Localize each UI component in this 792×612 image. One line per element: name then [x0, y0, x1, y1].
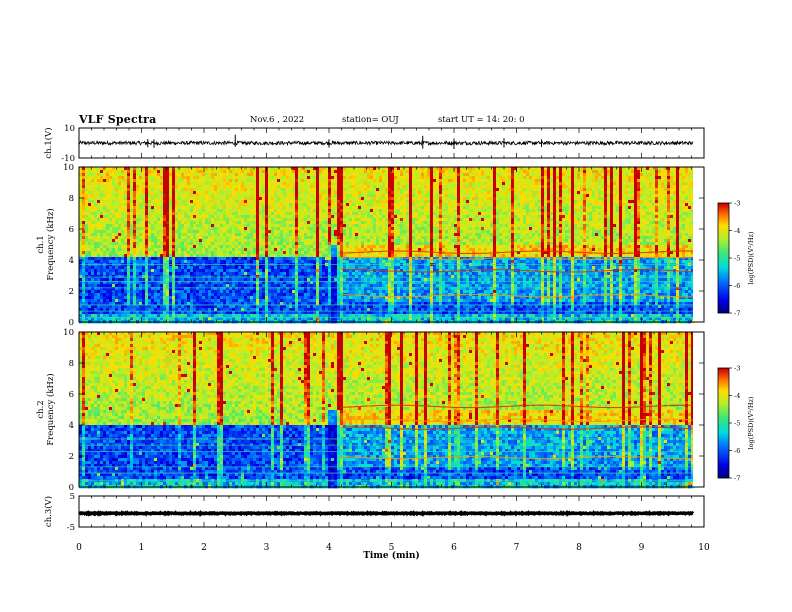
emission-line	[341, 426, 693, 430]
ch1-waveform-panel: 10 -10 ch.1(V)	[43, 124, 705, 164]
x-tick-label: 3	[264, 543, 270, 553]
x-tick-label: 1	[139, 543, 145, 553]
colorbar-p2: -3 -4 -5 -6 -7 log(PSD)(V²/Hz)	[717, 200, 755, 318]
emission-line	[341, 269, 693, 273]
y-tick-label: 2	[69, 452, 74, 462]
y-tick-label: 4	[69, 256, 74, 266]
y-tick-label: 6	[69, 225, 74, 235]
x-axis-label: Time (min)	[363, 550, 420, 561]
channel-label: ch.1	[36, 235, 46, 253]
y-tick-label: 8	[69, 194, 74, 204]
y-axis-label: Frequency (kHz)	[45, 208, 56, 280]
y-tick-label: 8	[69, 359, 74, 369]
colorbar-tick-label: -5	[734, 420, 740, 428]
emission-line	[341, 404, 693, 409]
panel-frame	[78, 331, 705, 488]
x-tick-label: 0	[76, 543, 82, 553]
x-tick-label: 10	[698, 543, 710, 553]
x-tick-label: 9	[639, 543, 645, 553]
panel-frame	[78, 166, 705, 323]
time-axis: 0 1 2 3 4 5 6 7 8 9 10 Time (min)	[76, 543, 710, 561]
no-data-region	[693, 332, 704, 487]
spectrogram-cells	[79, 332, 695, 489]
y-axis-label: ch.1(V)	[43, 127, 54, 158]
colorbar-label: log(PSD)(V²/Hz)	[747, 231, 755, 284]
y-tick-label: -5	[67, 523, 75, 533]
x-tick-label: 5	[389, 543, 395, 553]
start-ut-label: start UT = 14: 20: 0	[438, 115, 525, 125]
emission-line	[341, 418, 693, 423]
y-tick-label: 5	[70, 492, 75, 502]
colorbar-tick-label: -6	[734, 447, 740, 455]
colorbar-label: log(PSD)(V²/Hz)	[747, 396, 755, 449]
colorbars: -3 -4 -5 -6 -7 log(PSD)(V²/Hz) -3 -4 -5 -6 -7 log(P…	[717, 200, 755, 483]
y-tick-label: 10	[63, 328, 74, 338]
date-label: Nov.6 , 2022	[250, 115, 304, 125]
colorbar-tick-label: -7	[734, 310, 740, 318]
y-tick-label: -10	[61, 154, 75, 164]
panel-frame	[78, 495, 705, 528]
colorbar-p3: -3 -4 -5 -6 -7 log(PSD)(V²/Hz)	[717, 365, 755, 483]
colorbar-tick-label: -7	[734, 475, 740, 483]
colorbar-tick-label: -6	[734, 282, 740, 290]
ch2-spectrogram-panel: 0 2 4 6 8 10 Frequency (kHz)ch.2	[36, 328, 705, 493]
ch3-waveform-panel: 5 -5 ch.3(V)	[43, 492, 705, 533]
y-tick-label: 4	[69, 421, 74, 431]
x-tick-label: 7	[514, 543, 520, 553]
spectrogram-cells	[79, 167, 695, 324]
y-axis-label: Frequency (kHz)	[45, 373, 56, 445]
panel-frame	[78, 127, 705, 159]
emission-line	[341, 256, 693, 261]
colorbar-tick-label: -5	[734, 255, 740, 263]
emission-line	[341, 455, 693, 460]
y-tick-label: 0	[69, 483, 74, 493]
chart-title: VLF Spectra	[79, 113, 156, 126]
colorbar-tick-label: -3	[734, 365, 740, 373]
x-tick-label: 8	[576, 543, 582, 553]
y-tick-label: 10	[64, 124, 75, 134]
emission-line	[341, 250, 693, 254]
colorbar-tick-label: -4	[734, 227, 740, 235]
x-tick-label: 4	[326, 543, 332, 553]
y-axis-label: ch.3(V)	[43, 496, 54, 527]
station-label: station= OUJ	[342, 115, 399, 125]
y-tick-label: 10	[63, 163, 74, 173]
colorbar-tick-label: -4	[734, 392, 740, 400]
ch1-spectrogram-panel: 0 2 4 6 8 10 Frequency (kHz)ch.1	[36, 163, 705, 328]
emission-line	[341, 293, 693, 298]
y-tick-label: 0	[69, 318, 74, 328]
y-tick-label: 6	[69, 390, 74, 400]
channel-label: ch.2	[36, 400, 46, 418]
colorbar-tick-label: -3	[734, 200, 740, 208]
x-tick-label: 6	[451, 543, 457, 553]
no-data-region	[693, 167, 704, 322]
waveform-trace	[78, 509, 695, 517]
y-tick-label: 2	[69, 287, 74, 297]
waveform-trace	[78, 139, 694, 147]
x-tick-label: 2	[201, 543, 207, 553]
